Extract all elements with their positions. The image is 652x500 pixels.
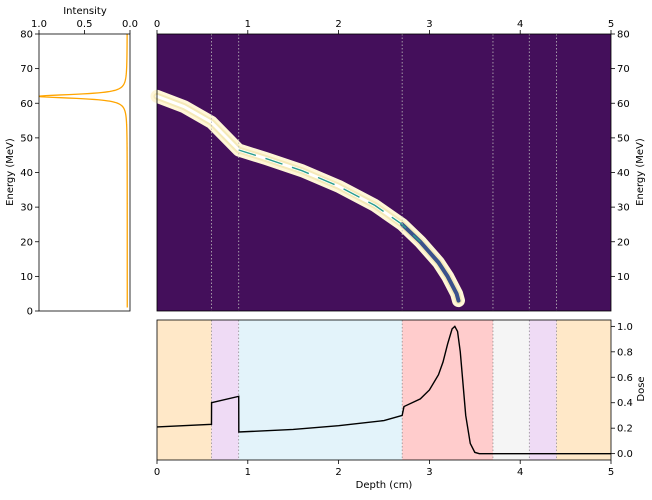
dose-boundaries <box>211 320 557 460</box>
material-region <box>157 320 212 460</box>
spectrum-energy-tick-label: 70 <box>20 64 33 75</box>
map-depth-tick-label: 1 <box>245 19 251 30</box>
dose-depth-tick-label: 5 <box>608 467 614 478</box>
depth-axis-label: Depth (cm) <box>356 480 413 491</box>
map-energy-tick-label: 80 <box>617 30 630 41</box>
spectrum-energy-axis-label: Energy (MeV) <box>5 138 16 206</box>
dose-tick-label: 0.8 <box>617 347 633 358</box>
spectrum-energy-tick-label: 40 <box>20 168 33 179</box>
dose-tick-label: 0.0 <box>617 449 633 460</box>
spectrum-energy-tick-label: 80 <box>20 30 33 41</box>
intensity-plot-frame <box>38 33 131 312</box>
intensity-tick-label: 0.0 <box>122 19 138 30</box>
spectrum-energy-tick-label: 30 <box>20 203 33 214</box>
dose-tick-label: 1.0 <box>617 322 633 333</box>
map-plot-frame <box>156 33 612 312</box>
spectrum-energy-tick-label: 10 <box>20 272 33 283</box>
dose-depth-tick-label: 0 <box>154 467 160 478</box>
material-region <box>238 320 403 460</box>
map-depth-tick-label: 2 <box>335 19 341 30</box>
dose-curve <box>156 325 611 455</box>
spectrum-energy-tick-label: 60 <box>20 99 33 110</box>
spectrum-line <box>38 34 128 308</box>
dose-tick-label: 0.2 <box>617 424 633 435</box>
material-regions <box>157 320 611 460</box>
map-energy-tick-label: 50 <box>617 133 630 144</box>
spectrum-energy-tick-label: 20 <box>20 237 33 248</box>
material-region <box>556 320 611 460</box>
map-energy-tick-label: 20 <box>617 237 630 248</box>
map-depth-ticks: 0 1 2 3 4 5 <box>154 19 614 34</box>
intensity-axis-label: Intensity <box>63 6 107 17</box>
material-region <box>211 320 239 460</box>
map-depth-tick-label: 4 <box>517 19 523 30</box>
map-energy-tick-label: 60 <box>617 99 630 110</box>
dose-depth-tick-label: 2 <box>335 467 341 478</box>
material-region <box>402 320 493 460</box>
dose-depth-tick-label: 3 <box>426 467 432 478</box>
material-region <box>492 320 530 460</box>
map-boundaries <box>211 34 557 311</box>
material-region <box>529 320 557 460</box>
intensity-tick-label: 0.5 <box>77 19 93 30</box>
intensity-ticks: 1.0 0.5 0.0 <box>31 19 138 34</box>
map-depth-tick-label: 0 <box>154 19 160 30</box>
dose-plot-frame <box>156 319 612 461</box>
map-depth-tick-label: 3 <box>426 19 432 30</box>
map-depth-tick-label: 5 <box>608 19 614 30</box>
dose-ticks: 0.0 0.2 0.4 0.6 0.8 1.0 <box>611 322 633 460</box>
map-energy-ticks: 10 20 30 40 50 60 70 80 <box>611 30 630 283</box>
spectrum-energy-ticks: 0 10 20 30 40 50 60 70 80 <box>20 30 39 318</box>
energy-depth-panel: 0 1 2 3 4 5 10 20 30 40 50 60 70 80 Energy (MeV) <box>150 19 646 312</box>
map-energy-tick-label: 30 <box>617 203 630 214</box>
dose-tick-label: 0.4 <box>617 398 633 409</box>
dose-panel: 0 1 2 3 4 5 0.0 0.2 0.4 0.6 0.8 1.0 Depth (cm) Dos… <box>154 319 647 491</box>
map-energy-tick-label: 10 <box>617 272 630 283</box>
spectrum-energy-tick-label: 50 <box>20 133 33 144</box>
energy-depth-map-background <box>157 34 611 311</box>
dose-depth-ticks: 0 1 2 3 4 5 <box>154 460 614 478</box>
intensity-panel: Intensity 1.0 0.5 0.0 0 10 20 30 40 50 60 70 80 En… <box>5 6 138 318</box>
dose-tick-label: 0.6 <box>617 373 633 384</box>
dose-depth-tick-label: 1 <box>245 467 251 478</box>
map-energy-tick-label: 40 <box>617 168 630 179</box>
intensity-tick-label: 1.0 <box>31 19 47 30</box>
dose-depth-tick-label: 4 <box>517 467 523 478</box>
dose-axis-label: Dose <box>636 376 647 401</box>
spectrum-energy-tick-label: 0 <box>27 307 33 318</box>
map-energy-axis-label: Energy (MeV) <box>635 138 646 206</box>
map-energy-tick-label: 70 <box>617 64 630 75</box>
